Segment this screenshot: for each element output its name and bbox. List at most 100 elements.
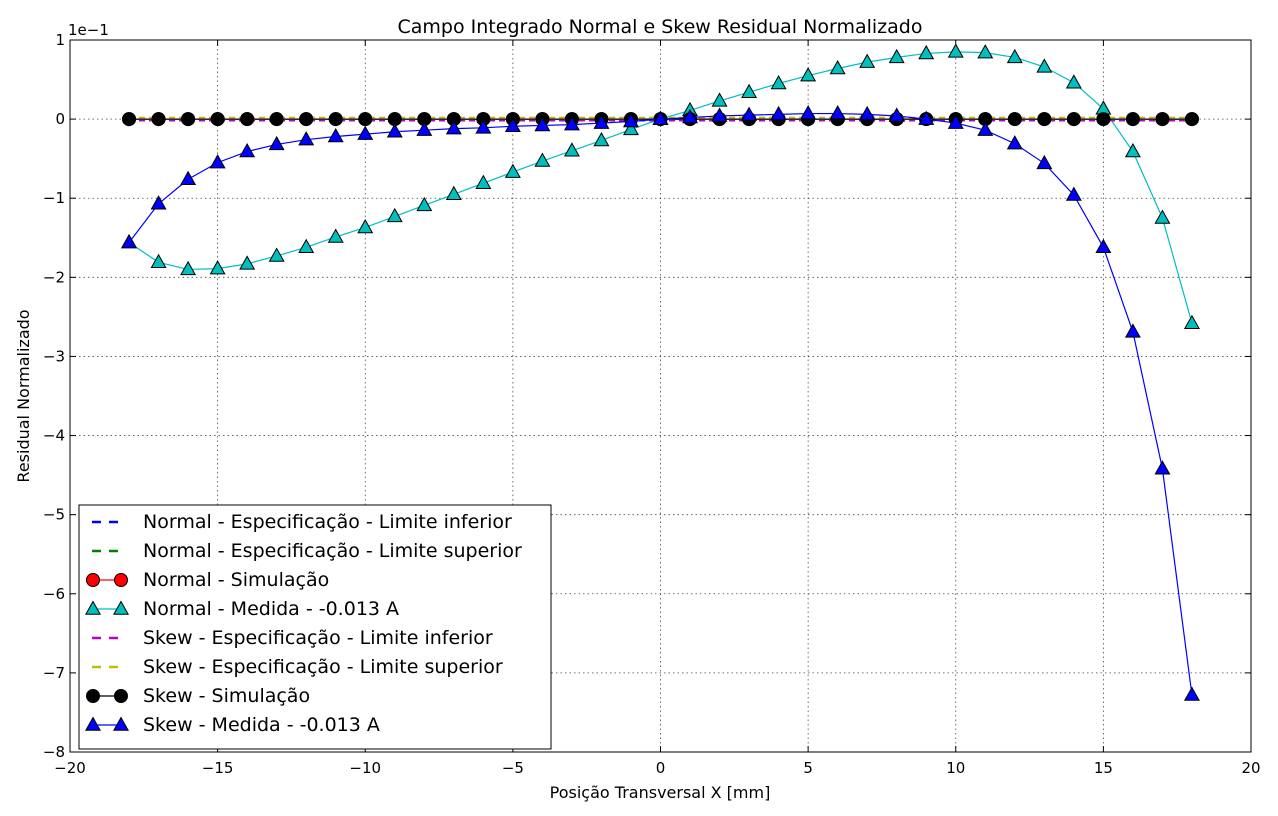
data-point — [622, 112, 639, 128]
data-point — [210, 112, 225, 127]
data-point — [947, 114, 964, 129]
data-point — [269, 112, 284, 127]
data-point — [1183, 314, 1200, 329]
data-point — [239, 255, 256, 270]
data-point — [327, 127, 344, 143]
data-point — [240, 112, 255, 127]
legend-marker — [86, 573, 100, 587]
legend-marker — [85, 600, 101, 615]
data-point — [298, 238, 315, 254]
y-tick-label: 0 — [55, 110, 65, 128]
legend-label: Skew - Especificação - Limite superior — [143, 656, 503, 678]
data-point — [386, 123, 403, 138]
data-point — [593, 114, 610, 129]
x-tick-label: 10 — [946, 759, 965, 777]
data-point — [1183, 686, 1200, 701]
data-point — [534, 116, 551, 132]
data-point — [829, 59, 846, 75]
data-point — [239, 143, 256, 158]
data-point — [1184, 112, 1199, 127]
legend-entry: Skew - Simulação — [86, 685, 310, 707]
data-point — [859, 53, 876, 68]
data-point — [682, 109, 699, 124]
x-axis-label: Posição Transversal X [mm] — [550, 783, 771, 802]
legend-marker — [114, 573, 128, 587]
series-layer — [121, 43, 1200, 701]
data-point — [1065, 186, 1082, 201]
data-point — [1065, 74, 1082, 89]
data-point — [445, 120, 462, 135]
legend-marker — [114, 689, 128, 703]
y-offset-text: 1e−1 — [68, 21, 109, 39]
data-point — [563, 116, 580, 131]
data-point — [977, 44, 994, 59]
data-point — [947, 43, 964, 58]
data-point — [504, 117, 521, 132]
data-point — [1154, 460, 1171, 475]
x-tick-label: 0 — [656, 759, 666, 777]
data-point — [209, 260, 226, 275]
data-point — [1155, 112, 1170, 127]
series-3 — [121, 43, 1200, 329]
data-point — [829, 105, 846, 120]
data-point — [328, 112, 343, 127]
data-point — [209, 154, 226, 169]
data-point — [1124, 323, 1141, 338]
x-tick-label: 15 — [1094, 759, 1113, 777]
data-point — [268, 135, 285, 151]
data-point — [1007, 112, 1022, 127]
legend-marker — [85, 716, 101, 731]
data-point — [741, 83, 758, 98]
data-point — [445, 185, 462, 201]
data-point — [150, 195, 167, 210]
x-tick-label: 20 — [1241, 759, 1260, 777]
legend-label: Normal - Especificação - Limite inferior — [143, 511, 512, 533]
data-point — [888, 107, 905, 122]
data-point — [563, 142, 580, 157]
legend-label: Skew - Simulação — [143, 685, 310, 707]
data-point — [1154, 209, 1171, 224]
legend-label: Normal - Medida - -0.013 A — [143, 598, 399, 620]
axis-ticks: −20 −15 −10 −5 0 5 10 15 20−8−7−6−5−4−3−2−101 — [43, 31, 1261, 777]
data-point — [357, 125, 374, 140]
legend-entry: Normal - Simulação — [86, 569, 329, 591]
data-point — [416, 196, 433, 212]
y-axis-label: Residual Normalizado — [14, 309, 33, 482]
y-tick-label: −1 — [43, 189, 65, 207]
legend-entry: Skew - Especificação - Limite inferior — [92, 627, 493, 649]
data-point — [622, 120, 639, 136]
x-tick-label: −20 — [54, 759, 86, 777]
data-point — [770, 105, 787, 121]
data-point — [534, 152, 551, 167]
data-point — [327, 228, 344, 243]
data-point — [770, 74, 787, 90]
legend-marker — [113, 716, 129, 731]
data-point — [741, 106, 758, 121]
y-tick-label: −7 — [43, 664, 65, 682]
y-tick-label: −6 — [43, 585, 65, 603]
legend-marker — [113, 600, 129, 615]
y-tick-label: 1 — [55, 31, 65, 49]
legend-entry: Skew - Medida - -0.013 A — [85, 714, 380, 736]
grid — [70, 40, 1251, 752]
legend: Normal - Especificação - Limite inferior… — [78, 504, 552, 750]
data-point — [180, 260, 197, 276]
legend-label: Skew - Especificação - Limite inferior — [143, 627, 493, 649]
data-point — [593, 131, 610, 147]
data-point — [918, 44, 935, 60]
data-point — [180, 170, 197, 185]
data-point — [1095, 238, 1112, 254]
series-7 — [121, 105, 1200, 701]
data-point — [800, 105, 817, 120]
legend-label: Skew - Medida - -0.013 A — [143, 714, 380, 736]
legend-box — [78, 504, 552, 750]
y-tick-label: −5 — [43, 506, 65, 524]
data-point — [357, 218, 374, 234]
data-point — [711, 92, 728, 107]
data-point — [1124, 143, 1141, 158]
data-point — [122, 112, 137, 127]
data-point — [151, 112, 166, 127]
x-tick-label: −10 — [349, 759, 381, 777]
data-point — [888, 48, 905, 64]
